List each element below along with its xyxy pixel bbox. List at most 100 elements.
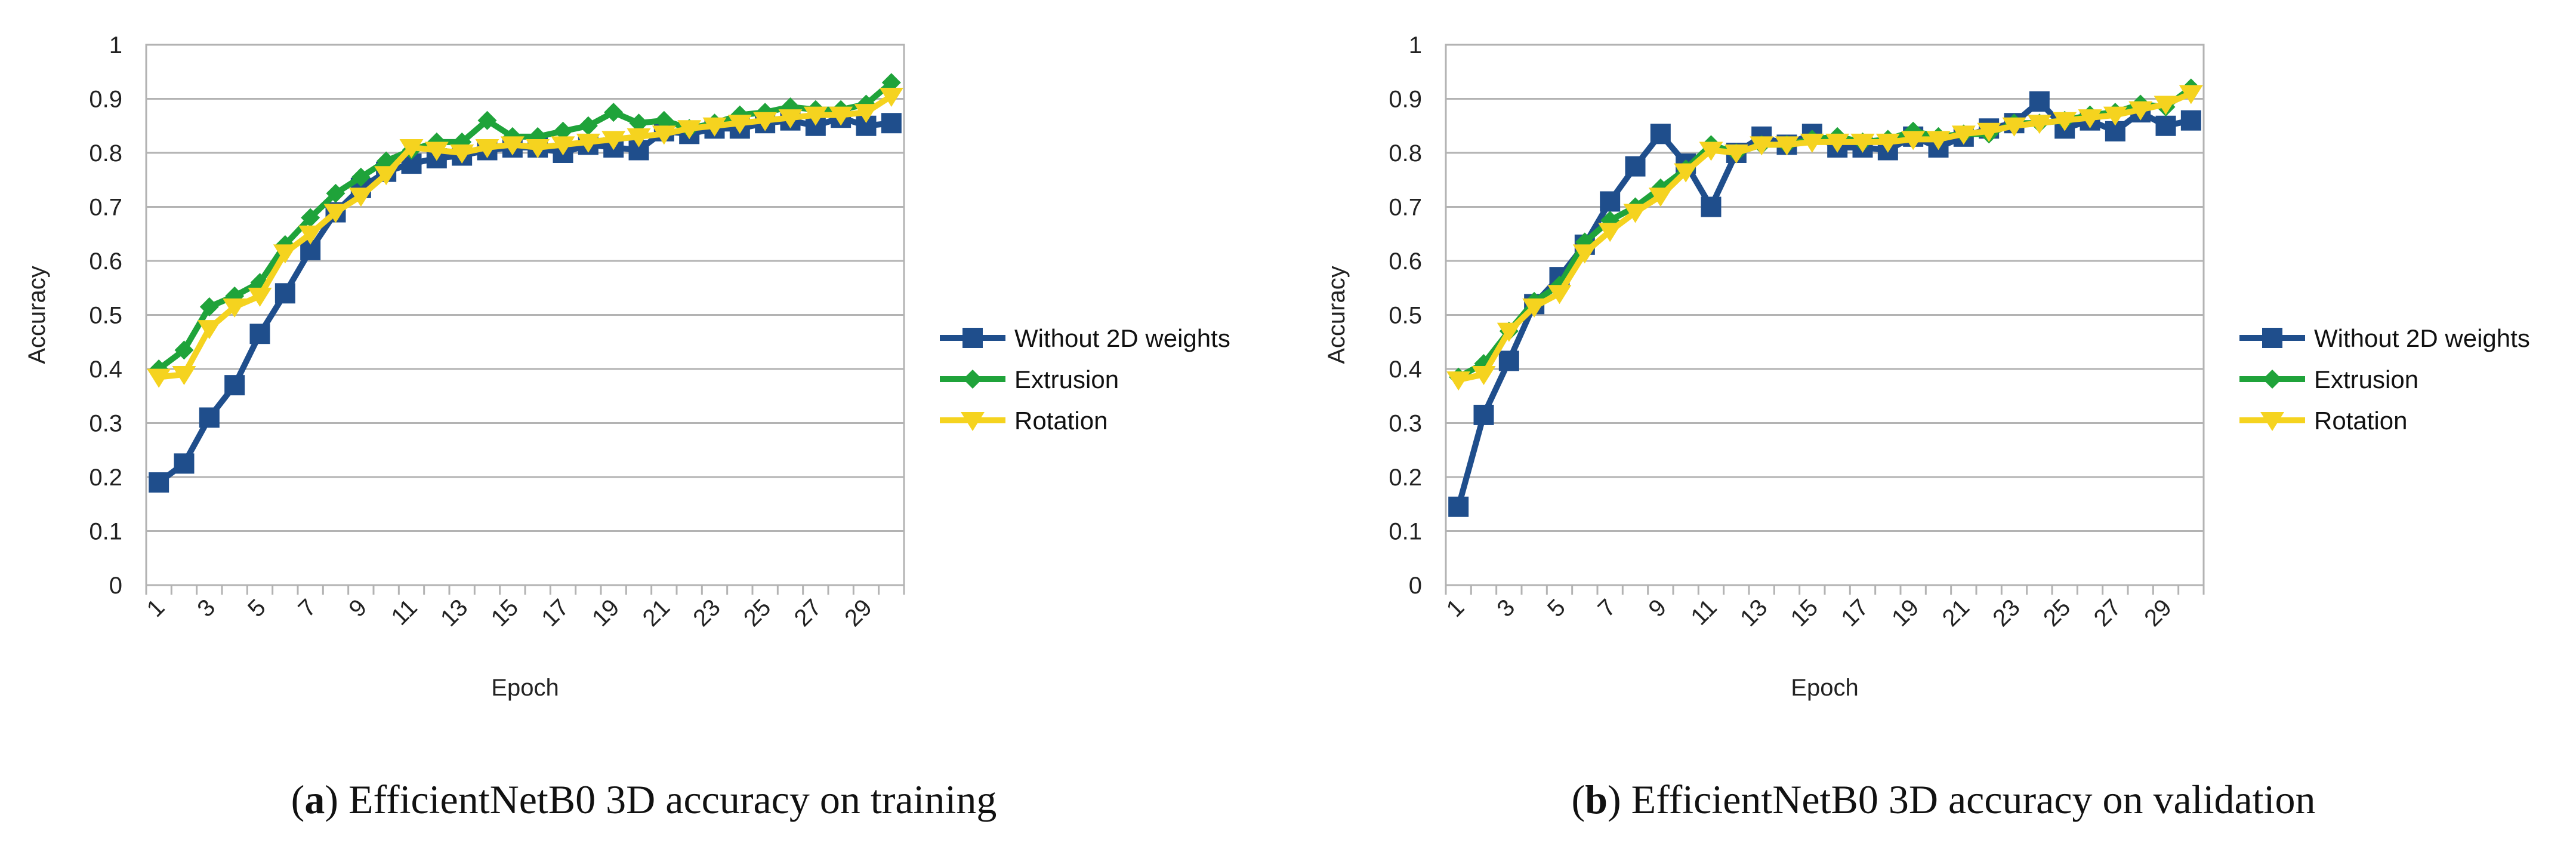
- data-point: [601, 131, 626, 150]
- data-point: [702, 117, 727, 137]
- legend-label: Rotation: [1014, 407, 1107, 435]
- data-point: [424, 142, 449, 161]
- y-tick-label: 0.2: [1389, 465, 1422, 491]
- data-point: [803, 106, 828, 126]
- x-tick-label: 27: [789, 594, 827, 632]
- data-point: [1572, 244, 1597, 264]
- data-point: [2029, 91, 2050, 112]
- data-point: [1625, 156, 1646, 177]
- y-tick-label: 0.7: [89, 195, 122, 221]
- data-point: [500, 136, 525, 156]
- legend-marker: [962, 328, 983, 348]
- legend: Without 2D weights Extrusion Rotation: [940, 324, 1230, 435]
- y-tick-label: 1: [1409, 32, 1422, 59]
- data-point: [677, 120, 702, 140]
- data-point: [576, 133, 600, 153]
- caption-text: EfficientNetB0 3D accuracy on training: [348, 777, 997, 822]
- data-point: [1951, 125, 1976, 145]
- x-tick-label: 17: [536, 594, 574, 632]
- data-point: [654, 110, 674, 130]
- y-tick-label: 0.3: [1389, 411, 1422, 437]
- data-point: [1701, 196, 1722, 217]
- x-tick-label: 11: [386, 594, 422, 630]
- y-tick-label: 0.4: [89, 356, 122, 383]
- data-point: [652, 125, 676, 145]
- accuracy-chart-validation: 00.10.20.30.40.50.60.70.80.911 3 5 7 9 11 13 15…: [1324, 32, 2530, 701]
- y-tick-label: 0.9: [89, 87, 122, 113]
- y-tick-label: 0.1: [1389, 519, 1422, 545]
- accuracy-chart-training: 00.10.20.30.40.50.60.70.80.911 3 5 7 9 11 13 15…: [24, 32, 1230, 701]
- series-line: [1455, 99, 2192, 508]
- data-point: [1775, 136, 1799, 156]
- data-point: [1598, 223, 1622, 242]
- x-tick-label: 15: [1786, 594, 1824, 632]
- data-point: [197, 320, 221, 340]
- legend-marker: [2260, 412, 2284, 431]
- data-point: [829, 106, 853, 126]
- y-tick-label: 0.3: [89, 411, 122, 437]
- data-point: [274, 283, 295, 304]
- legend: Without 2D weights Extrusion Rotation: [2239, 324, 2530, 435]
- caption-b: (b) EfficientNetB0 3D accuracy on valida…: [1571, 777, 2316, 822]
- data-point: [1977, 122, 2001, 142]
- data-point: [450, 144, 474, 164]
- data-point: [273, 244, 297, 264]
- data-point: [374, 166, 399, 186]
- data-point: [475, 139, 499, 158]
- x-tick-label: 21: [1938, 594, 1975, 632]
- data-point: [2179, 85, 2203, 104]
- chart-panel-a: 0 0.1 0.2 0.3 0.4 0.5 0.6 0.7 0.8 0.9 1 1 3 5 7 9 11 13 15…: [24, 32, 1230, 822]
- data-point: [199, 297, 219, 316]
- data-point: [298, 225, 323, 245]
- y-axis-title: Accuracy: [1324, 266, 1350, 364]
- data-point: [526, 139, 550, 158]
- x-tick-label: 3: [1492, 594, 1520, 622]
- y-tick-label: 0.8: [89, 140, 122, 167]
- x-tick-label: 29: [2139, 594, 2177, 632]
- legend-label: Extrusion: [1014, 365, 1119, 393]
- x-tick-label: 25: [739, 594, 776, 632]
- data-point: [223, 298, 247, 318]
- x-tick-label: 5: [1542, 594, 1571, 622]
- data-point: [1699, 142, 1723, 161]
- x-tick-label: 7: [1593, 594, 1621, 622]
- series-line: [157, 115, 892, 485]
- data-point: [1901, 131, 1926, 150]
- data-point: [149, 472, 169, 493]
- data-point: [627, 128, 651, 147]
- x-tick-label: 3: [192, 594, 220, 622]
- x-tick-label: 17: [1836, 594, 1874, 632]
- data-point: [147, 368, 171, 388]
- data-point: [1875, 133, 1900, 153]
- legend-label: Extrusion: [2314, 365, 2418, 393]
- x-tick-label: 23: [688, 594, 726, 632]
- data-point: [2002, 117, 2026, 137]
- data-point: [1750, 136, 1774, 156]
- x-tick-label: 7: [294, 594, 322, 622]
- data-point: [351, 167, 371, 187]
- data-point: [1926, 131, 1951, 150]
- y-axis-title: Accuracy: [24, 266, 50, 364]
- data-point: [1446, 371, 1471, 391]
- data-point: [629, 113, 649, 133]
- y-tick-label: 0.6: [89, 248, 122, 275]
- y-tick-label: 1: [109, 32, 122, 59]
- y-tick-label: 0.6: [1389, 248, 1422, 275]
- data-point: [2155, 115, 2176, 136]
- data-point: [199, 407, 220, 428]
- x-tick-label: 15: [486, 594, 524, 632]
- legend-label: Without 2D weights: [2314, 324, 2530, 352]
- x-tick-label: 25: [2038, 594, 2076, 632]
- series-rotation: [1446, 85, 2203, 391]
- x-tick-label: 19: [587, 594, 625, 632]
- data-point: [753, 112, 778, 131]
- caption-letter: b: [1585, 777, 1608, 822]
- data-point: [1600, 191, 1621, 212]
- data-point: [1547, 285, 1572, 304]
- legend-marker: [961, 412, 985, 431]
- data-point: [399, 139, 424, 158]
- data-point: [2078, 109, 2102, 129]
- data-point: [727, 115, 752, 134]
- y-tick-label: 0.9: [1389, 87, 1422, 113]
- series-rotation: [147, 87, 903, 388]
